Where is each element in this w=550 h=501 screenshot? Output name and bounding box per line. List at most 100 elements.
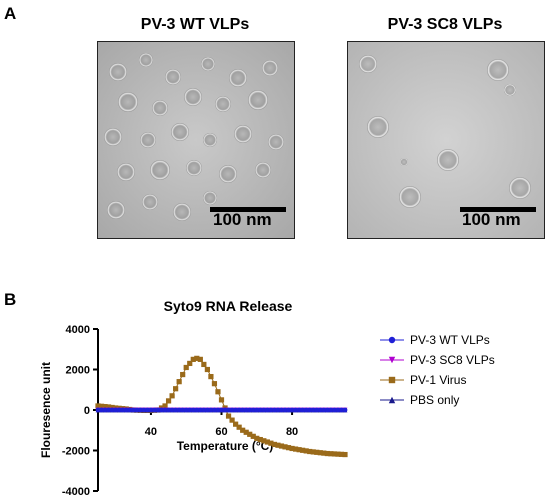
- x-tick-label: 40: [145, 426, 157, 438]
- panel-b-letter: B: [4, 290, 17, 309]
- data-point: [176, 407, 182, 413]
- legend-label: PV-3 SC8 VLPs: [410, 353, 495, 367]
- data-point: [173, 407, 179, 413]
- x-axis-label: Temperature (°C): [177, 439, 274, 453]
- data-point: [102, 407, 108, 413]
- data-point: [279, 407, 284, 413]
- data-point: [169, 393, 175, 399]
- data-point: [307, 407, 313, 413]
- data-point: [190, 356, 196, 362]
- data-point: [99, 407, 104, 413]
- data-point: [219, 407, 224, 413]
- data-point: [187, 360, 193, 367]
- data-point: [240, 427, 246, 433]
- data-point: [165, 398, 172, 404]
- data-point: [282, 444, 288, 450]
- data-point: [321, 450, 327, 456]
- data-point: [278, 443, 285, 449]
- legend-marker: [388, 356, 396, 364]
- data-point: [254, 407, 260, 413]
- data-point: [211, 381, 218, 387]
- y-tick-label: -4000: [62, 486, 90, 498]
- data-point: [134, 407, 140, 413]
- data-point: [296, 407, 302, 413]
- data-point: [268, 440, 274, 446]
- data-point: [208, 407, 214, 413]
- data-point: [180, 371, 186, 378]
- data-point: [314, 449, 320, 455]
- data-point: [120, 407, 126, 413]
- panel-a-letter: A: [4, 4, 17, 23]
- data-point: [215, 407, 221, 413]
- data-point: [225, 413, 232, 419]
- legend-label: PBS only: [410, 393, 459, 407]
- data-point: [293, 407, 298, 413]
- em-title-wt: PV-3 WT VLPs: [140, 16, 250, 33]
- data-point: [282, 407, 288, 413]
- em-image-sc8: [347, 41, 545, 239]
- data-point: [307, 448, 313, 455]
- data-point: [98, 403, 105, 409]
- data-point: [166, 407, 171, 413]
- data-point: [314, 407, 320, 413]
- legend-marker: [388, 336, 396, 344]
- data-point: [204, 366, 210, 373]
- data-point: [335, 407, 341, 413]
- data-point: [335, 451, 341, 457]
- data-point: [169, 407, 175, 413]
- y-tick-label: 4000: [66, 324, 90, 336]
- data-point: [194, 355, 200, 361]
- legend-label: PV-1 Virus: [410, 373, 466, 387]
- data-point: [247, 407, 253, 413]
- data-point: [215, 389, 221, 395]
- data-point: [162, 403, 168, 409]
- data-point: [317, 407, 323, 413]
- em-image-wt: [97, 41, 295, 239]
- data-point: [275, 407, 281, 413]
- legend-marker: [388, 376, 396, 384]
- data-point: [300, 407, 306, 413]
- data-point: [233, 421, 239, 427]
- data-point: [141, 407, 147, 413]
- data-point: [264, 439, 270, 445]
- scale-bar-wt: [210, 207, 286, 212]
- data-point: [183, 364, 189, 371]
- data-point: [152, 407, 157, 413]
- data-point: [212, 407, 217, 413]
- legend-item: PBS only: [380, 393, 459, 407]
- series-pv-3-wt-vlps: [95, 407, 348, 413]
- data-point: [272, 407, 277, 413]
- data-point: [162, 407, 168, 413]
- data-point: [194, 407, 200, 413]
- data-point: [317, 450, 323, 456]
- data-point: [332, 407, 337, 413]
- legend-label: PV-3 WT VLPs: [410, 333, 490, 347]
- y-axis-label: Flouresence unit: [39, 362, 53, 458]
- data-point: [268, 407, 274, 413]
- x-tick-label: 80: [286, 426, 298, 438]
- x-tick-label: 60: [215, 426, 227, 438]
- data-point: [109, 404, 115, 411]
- data-point: [236, 424, 242, 430]
- data-point: [339, 407, 344, 413]
- data-point: [310, 449, 316, 455]
- data-point: [204, 407, 210, 413]
- data-point: [116, 407, 122, 413]
- data-point: [222, 407, 228, 413]
- data-point: [328, 451, 334, 457]
- data-point: [95, 407, 101, 413]
- data-point: [102, 404, 108, 410]
- chart-title: Syto9 RNA Release: [164, 298, 293, 314]
- data-point: [105, 404, 112, 410]
- data-point: [145, 407, 150, 413]
- y-tick-label: 0: [84, 405, 90, 417]
- data-point: [236, 407, 242, 413]
- scale-bar-sc8: [460, 207, 536, 212]
- data-point: [106, 407, 111, 413]
- data-point: [183, 407, 189, 413]
- data-point: [264, 407, 270, 413]
- data-point: [289, 445, 295, 452]
- legend-item: PV-3 WT VLPs: [380, 333, 490, 347]
- data-point: [342, 407, 348, 413]
